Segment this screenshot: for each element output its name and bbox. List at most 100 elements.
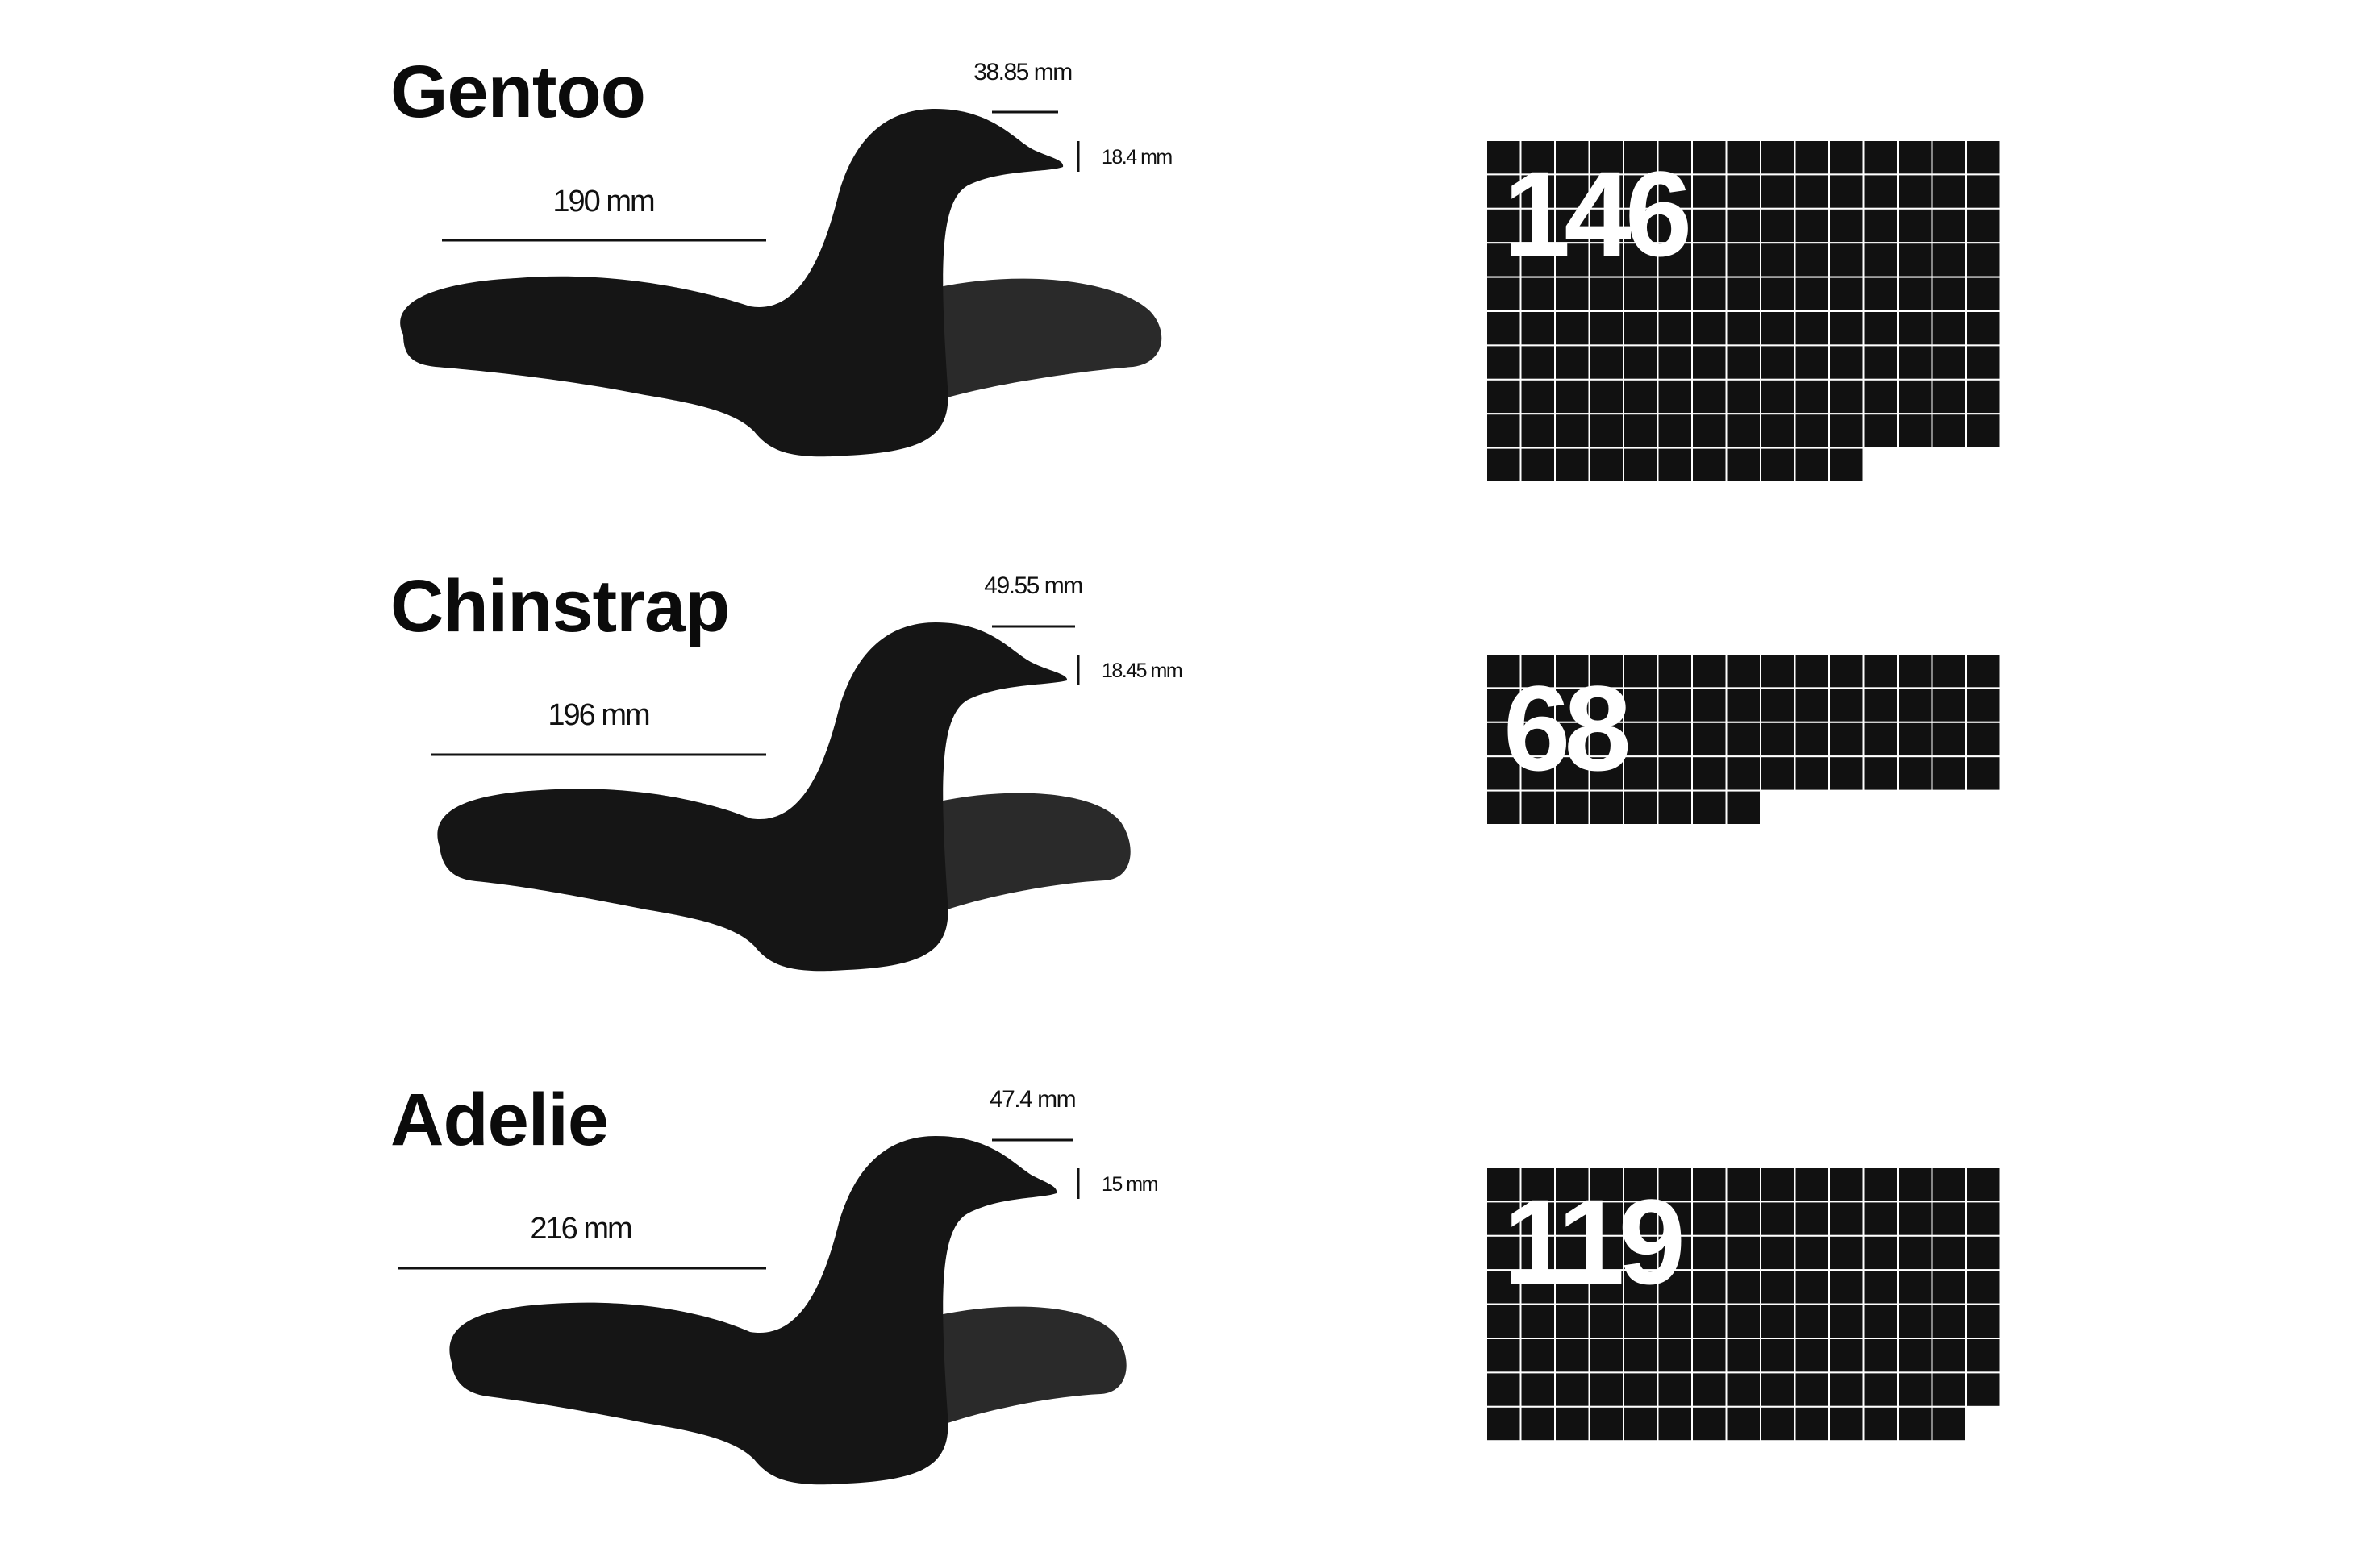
waffle-cell-adelie (1725, 1303, 1761, 1339)
waffle-cell-adelie (1760, 1201, 1796, 1237)
waffle-cell-adelie (1828, 1201, 1865, 1237)
waffle-cell-gentoo (1725, 242, 1761, 278)
waffle-cell-adelie (1965, 1167, 2002, 1203)
waffle-cell-chinstrap (1486, 789, 1522, 826)
waffle-cell-adelie (1554, 1405, 1590, 1442)
waffle-cell-adelie (1931, 1405, 1967, 1442)
waffle-cell-gentoo (1965, 378, 2002, 415)
waffle-cell-adelie (1897, 1405, 1933, 1442)
waffle-cell-adelie (1588, 1269, 1624, 1305)
waffle-cell-adelie (1794, 1167, 1830, 1203)
waffle-cell-gentoo (1691, 447, 1728, 483)
waffle-cell-gentoo (1691, 310, 1728, 347)
waffle-cell-adelie (1623, 1371, 1659, 1408)
waffle-cell-gentoo (1486, 378, 1522, 415)
waffle-cell-adelie (1623, 1167, 1659, 1203)
species-row-adelie: Adelie 216 mm 47.4 mm 15 mm 119 (390, 1079, 2002, 1485)
waffle-cell-gentoo (1897, 139, 1933, 176)
waffle-cell-gentoo (1588, 378, 1624, 415)
waffle-cell-gentoo (1519, 173, 1556, 210)
waffle-cell-chinstrap (1691, 789, 1728, 826)
waffle-cell-chinstrap (1965, 755, 2002, 792)
waffle-cell-gentoo (1931, 207, 1967, 244)
bill-depth-label-adelie: 15 mm (1102, 1173, 1158, 1196)
waffle-cell-gentoo (1828, 344, 1865, 381)
waffle-cell-gentoo (1794, 276, 1830, 313)
waffle-cell-chinstrap (1965, 687, 2002, 723)
waffle-cell-chinstrap (1725, 653, 1761, 689)
waffle-cell-gentoo (1486, 447, 1522, 483)
waffle-cell-gentoo (1828, 413, 1865, 449)
waffle-cell-chinstrap (1931, 653, 1967, 689)
waffle-cell-adelie (1931, 1303, 1967, 1339)
waffle-cell-adelie (1760, 1338, 1796, 1374)
waffle-cell-chinstrap (1828, 755, 1865, 792)
waffle-cell-gentoo (1760, 173, 1796, 210)
waffle-cell-adelie (1965, 1269, 2002, 1305)
waffle-cell-gentoo (1965, 413, 2002, 449)
waffle-cell-adelie (1486, 1269, 1522, 1305)
waffle-cell-adelie (1691, 1269, 1728, 1305)
waffle-cell-gentoo (1965, 139, 2002, 176)
body-shape-gentoo (400, 109, 1064, 457)
waffle-cell-adelie (1725, 1371, 1761, 1408)
waffle-cell-gentoo (1554, 447, 1590, 483)
waffle-cell-gentoo (1588, 344, 1624, 381)
waffle-cell-chinstrap (1657, 653, 1693, 689)
waffle-cell-chinstrap (1760, 687, 1796, 723)
waffle-cell-chinstrap (1725, 789, 1761, 826)
waffle-cell-gentoo (1691, 139, 1728, 176)
waffle-cell-adelie (1828, 1303, 1865, 1339)
waffle-cell-gentoo (1623, 310, 1659, 347)
waffle-cell-gentoo (1623, 447, 1659, 483)
waffle-cell-adelie (1486, 1303, 1522, 1339)
waffle-cell-chinstrap (1519, 687, 1556, 723)
waffle-cell-gentoo (1862, 173, 1899, 210)
waffle-cell-adelie (1725, 1338, 1761, 1374)
waffle-cell-adelie (1931, 1371, 1967, 1408)
waffle-cell-chinstrap (1657, 687, 1693, 723)
waffle-cell-adelie (1828, 1167, 1865, 1203)
waffle-cell-chinstrap (1931, 755, 1967, 792)
waffle-cell-gentoo (1691, 207, 1728, 244)
waffle-cell-gentoo (1965, 276, 2002, 313)
waffle-cell-adelie (1691, 1405, 1728, 1442)
body-shape-chinstrap (437, 622, 1068, 972)
waffle-cell-chinstrap (1760, 721, 1796, 758)
waffle-cell-adelie (1794, 1371, 1830, 1408)
waffle-cell-adelie (1691, 1201, 1728, 1237)
waffle-cell-gentoo (1897, 310, 1933, 347)
waffle-cell-adelie (1691, 1167, 1728, 1203)
waffle-cell-chinstrap (1691, 687, 1728, 723)
waffle-cell-adelie (1588, 1201, 1624, 1237)
waffle-cell-adelie (1691, 1338, 1728, 1374)
waffle-cell-chinstrap (1931, 721, 1967, 758)
waffle-cell-adelie (1862, 1234, 1899, 1271)
waffle-cell-gentoo (1554, 344, 1590, 381)
waffle-cell-gentoo (1725, 344, 1761, 381)
waffle-cell-gentoo (1897, 207, 1933, 244)
waffle-cell-adelie (1794, 1201, 1830, 1237)
waffle-cell-gentoo (1931, 139, 1967, 176)
flipper-length-label-gentoo: 190 mm (552, 185, 654, 218)
waffle-cell-gentoo (1725, 139, 1761, 176)
waffle-cell-gentoo (1931, 413, 1967, 449)
waffle-cell-gentoo (1588, 447, 1624, 483)
waffle-cell-adelie (1862, 1303, 1899, 1339)
waffle-cell-gentoo (1897, 378, 1933, 415)
waffle-cell-adelie (1794, 1338, 1830, 1374)
waffle-cell-gentoo (1965, 242, 2002, 278)
bill-length-label-gentoo: 38.85 mm (973, 59, 1072, 85)
waffle-cell-gentoo (1486, 276, 1522, 313)
waffle-cell-chinstrap (1725, 687, 1761, 723)
waffle-cell-gentoo (1691, 344, 1728, 381)
waffle-cell-gentoo (1897, 173, 1933, 210)
waffle-cell-gentoo (1657, 344, 1693, 381)
waffle-cell-adelie (1965, 1201, 2002, 1237)
waffle-cell-adelie (1623, 1234, 1659, 1271)
waffle-cell-gentoo (1897, 413, 1933, 449)
waffle-cell-adelie (1691, 1234, 1728, 1271)
waffle-cell-gentoo (1931, 310, 1967, 347)
waffle-cell-adelie (1828, 1269, 1865, 1305)
waffle-cell-gentoo (1554, 310, 1590, 347)
